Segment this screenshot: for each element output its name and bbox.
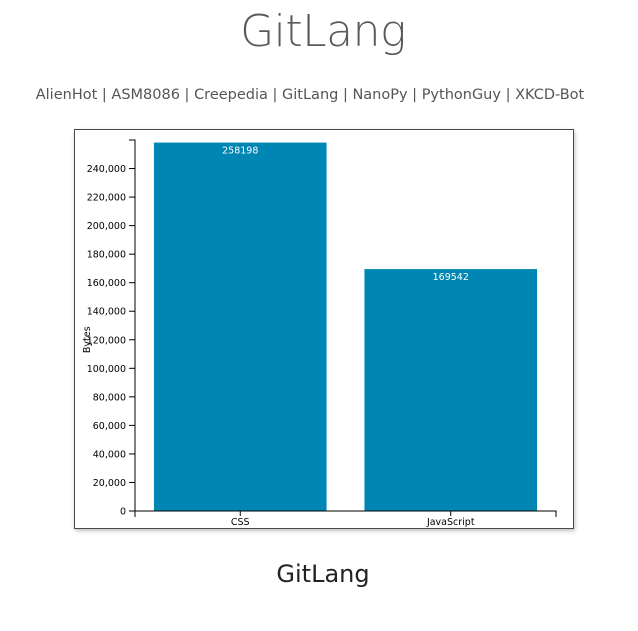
y-tick-label: 0 <box>120 507 126 518</box>
nav-link-gitlang[interactable]: GitLang <box>282 87 339 103</box>
y-axis-line <box>129 139 136 512</box>
y-tick-label: 20,000 <box>93 478 126 489</box>
footer-title: GitLang <box>276 560 370 588</box>
nav-separator: | <box>407 87 422 103</box>
nav-link-alienhot[interactable]: AlienHot <box>35 87 98 103</box>
x-tick-label: JavaScript <box>426 517 475 528</box>
nav-separator: | <box>500 87 516 103</box>
y-tick-label: 160,000 <box>87 278 126 289</box>
nav-separator: | <box>338 87 353 103</box>
nav-link-xkcd-bot[interactable]: XKCD-Bot <box>515 87 585 103</box>
bar-value-label: 258198 <box>222 146 258 157</box>
nav-link-creepedia[interactable]: Creepedia <box>194 87 268 103</box>
y-tick-label: 140,000 <box>87 307 126 318</box>
y-tick-label: 200,000 <box>87 221 126 232</box>
y-tick-label: 40,000 <box>93 449 126 460</box>
nav-link-pythonguy[interactable]: PythonGuy <box>421 87 501 103</box>
page-title: GitLang <box>240 6 406 57</box>
bar-value-label: 169542 <box>433 272 469 283</box>
y-tick-label: 220,000 <box>87 193 126 204</box>
project-nav: AlienHot | ASM8086 | Creepedia | GitLang… <box>0 87 620 103</box>
nav-separator: | <box>179 87 195 103</box>
bar-css <box>153 142 327 511</box>
nav-link-nanopy[interactable]: NanoPy <box>352 87 408 103</box>
x-axis-line <box>134 510 557 517</box>
y-tick-label: 60,000 <box>93 421 126 432</box>
y-tick-label: 100,000 <box>87 364 126 375</box>
bar-chart: 258198 CSS 169542 JavaScript 0 20,000 40,000 60… <box>82 139 557 528</box>
y-tick-label: 240,000 <box>87 164 126 175</box>
nav-separator: | <box>97 87 112 103</box>
x-tick-label: CSS <box>231 517 250 528</box>
y-tick-label: 80,000 <box>93 392 126 403</box>
y-axis-label: Bytes <box>82 326 93 353</box>
y-tick-label: 180,000 <box>87 250 126 261</box>
y-tick-label: 120,000 <box>87 335 126 346</box>
bar-javascript <box>364 269 538 511</box>
nav-separator: | <box>267 87 283 103</box>
nav-link-asm8086[interactable]: ASM8086 <box>111 87 180 103</box>
chart-container: 258198 CSS 169542 JavaScript 0 20,000 40,000 60… <box>74 129 574 529</box>
